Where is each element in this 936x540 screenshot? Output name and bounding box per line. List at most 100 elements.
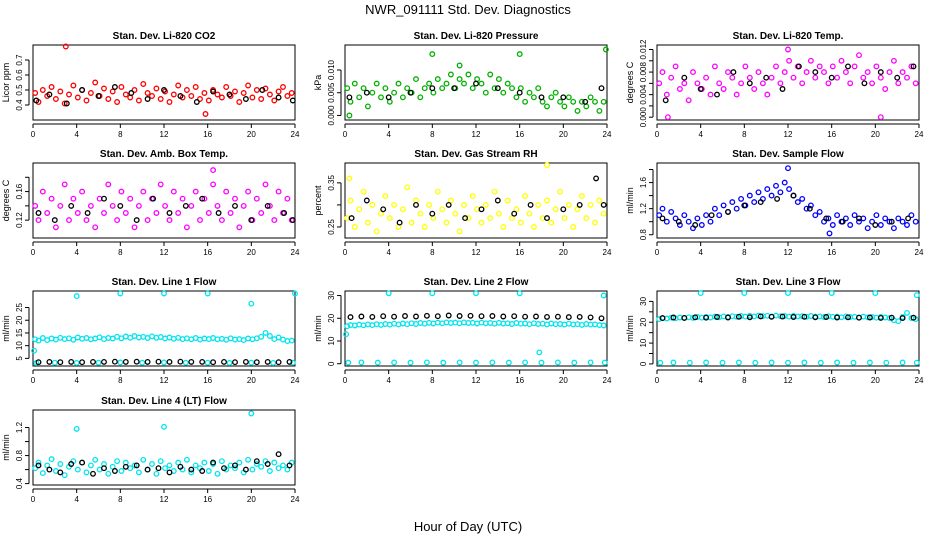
- y-tick-label: 0.008: [639, 62, 648, 83]
- data-point: [382, 193, 389, 200]
- data-point: [439, 85, 446, 92]
- data-point: [494, 197, 501, 204]
- x-tick-label: 8: [430, 130, 435, 139]
- y-tick-label: 5: [15, 356, 24, 361]
- data-point: [150, 195, 157, 202]
- data-point: [245, 456, 252, 463]
- y-tick-label: 0.12: [15, 212, 24, 228]
- data-point: [522, 359, 529, 366]
- data-point: [910, 314, 917, 321]
- data-point: [57, 88, 64, 95]
- data-point: [140, 81, 147, 87]
- data-point: [861, 80, 868, 87]
- data-point: [35, 459, 42, 466]
- data-point: [162, 465, 169, 472]
- chart-title: Stan. Dev. Line 3 Flow: [736, 277, 841, 288]
- data-point: [746, 74, 753, 81]
- data-point: [571, 359, 578, 366]
- data-point: [583, 215, 590, 222]
- data-point: [179, 195, 186, 202]
- data-point: [57, 359, 64, 366]
- data-point: [264, 358, 271, 365]
- plot-frame: [32, 290, 296, 367]
- data-point: [373, 80, 380, 87]
- x-tick-label: 0: [31, 130, 36, 139]
- y-tick-label: 0.4: [15, 477, 24, 489]
- data-point: [500, 89, 507, 96]
- data-point: [703, 74, 710, 81]
- data-point: [140, 456, 147, 463]
- data-point: [226, 91, 233, 98]
- data-point: [218, 217, 225, 224]
- data-point: [469, 85, 476, 92]
- data-point: [391, 201, 398, 208]
- data-point: [33, 97, 40, 104]
- data-point: [657, 359, 664, 366]
- x-tick-label: 16: [203, 495, 212, 504]
- data-point: [587, 359, 594, 366]
- data-point: [720, 202, 727, 209]
- data-point: [565, 94, 572, 101]
- data-point: [61, 181, 68, 188]
- data-point: [363, 89, 370, 96]
- x-tick-label: 12: [160, 130, 169, 139]
- data-point: [284, 195, 291, 202]
- data-point: [92, 79, 99, 86]
- data-point: [890, 57, 897, 64]
- x-tick-label: 16: [515, 376, 524, 385]
- data-point: [742, 63, 749, 70]
- data-point: [83, 97, 90, 104]
- data-point: [478, 206, 485, 213]
- data-point: [764, 186, 771, 193]
- data-point: [763, 74, 770, 81]
- data-point: [199, 468, 206, 474]
- data-point: [908, 63, 915, 70]
- data-point: [716, 80, 723, 87]
- data-point: [746, 80, 753, 87]
- data-point: [52, 96, 59, 102]
- data-point: [583, 103, 590, 110]
- y-tick-label: 0.8: [15, 449, 24, 461]
- data-point: [866, 314, 873, 321]
- data-point: [240, 202, 247, 209]
- data-point: [192, 84, 199, 90]
- data-point: [823, 215, 830, 222]
- data-point: [600, 322, 607, 329]
- data-point: [79, 188, 86, 195]
- x-tick-label: 0: [31, 376, 36, 385]
- data-point: [288, 337, 295, 344]
- data-point: [801, 313, 808, 320]
- x-tick-label: 12: [784, 376, 793, 385]
- data-point: [373, 228, 380, 235]
- data-point: [52, 224, 59, 231]
- x-tick-label: 12: [160, 376, 169, 385]
- data-point: [690, 69, 696, 76]
- data-point: [672, 215, 679, 222]
- data-point: [587, 94, 594, 101]
- data-point: [812, 314, 819, 321]
- data-point: [535, 85, 542, 92]
- data-point: [192, 188, 199, 195]
- data-series: [35, 195, 296, 224]
- x-tick-label: 0: [31, 248, 36, 257]
- data-point: [786, 57, 793, 64]
- data-point: [817, 359, 824, 366]
- data-point: [226, 359, 233, 366]
- x-tick-label: 16: [203, 248, 212, 257]
- data-point: [429, 290, 436, 297]
- x-tick-label: 16: [515, 248, 524, 257]
- data-point: [779, 313, 786, 320]
- data-point: [675, 218, 682, 225]
- x-tick-label: 20: [871, 248, 880, 257]
- data-point: [262, 181, 269, 188]
- data-point: [122, 358, 129, 365]
- x-tick-label: 24: [915, 248, 924, 257]
- data-point: [656, 80, 663, 87]
- data-point: [764, 91, 771, 98]
- y-axis-label: percent: [313, 185, 323, 216]
- data-point: [95, 93, 102, 99]
- data-point: [271, 217, 278, 224]
- data-point: [872, 290, 879, 297]
- data-point: [144, 358, 151, 365]
- data-point: [834, 314, 841, 321]
